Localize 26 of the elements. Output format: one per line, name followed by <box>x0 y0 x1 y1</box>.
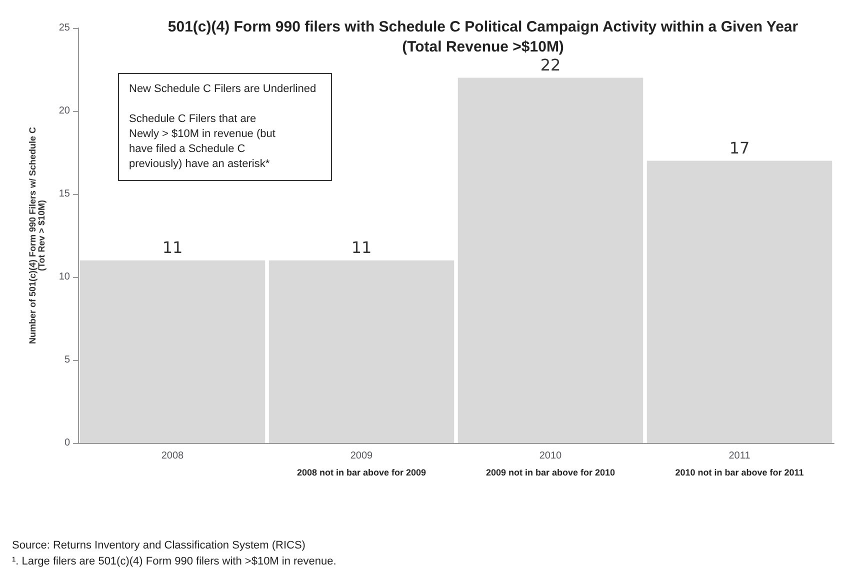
chart-title: 501(c)(4) Form 990 filers with Schedule C Political Campaign Activity within a Given Year (Total Revenue >$10M) <box>168 18 798 56</box>
text: 2008 not in bar above for 2009 <box>296 468 426 478</box>
x-tick-label: 2008 <box>161 450 184 462</box>
x-tick-label: 2010 <box>539 450 562 462</box>
source-note: Source: Returns Inventory and Classification System (RICS) <box>12 540 306 552</box>
bar <box>268 260 454 443</box>
text: ¹. Large filers are 501(c)(4) Form 990 filers with >$10M in revenue. <box>12 556 336 568</box>
y-tick-label: 25 <box>58 22 70 34</box>
y-axis-title: Number of 501(c)(4) Form 990 Filers w/ Schedule C (Tot Rev > $10M) <box>28 126 46 344</box>
text: 2010 not in bar above for 2011 <box>675 468 804 478</box>
x-tick-label: 2011 <box>728 450 751 462</box>
bar <box>646 160 832 443</box>
note-box: New Schedule C Filers are Underlined Schedule C Filers that are Newly > $10M in revenue (but have filed a Schedule C previously) have an asterisk* <box>118 73 332 181</box>
y-tick-label: 10 <box>58 272 70 282</box>
y-tick-label: 20 <box>58 106 70 116</box>
y-tick-label: 0 <box>64 438 70 448</box>
y-tick-label: 15 <box>58 188 70 200</box>
bar <box>80 260 266 443</box>
x-tick-label: 2009 <box>350 450 374 462</box>
data-label: 11 <box>162 238 183 257</box>
bar <box>458 78 644 443</box>
text: 2009 not in bar above for 2010 <box>486 468 616 478</box>
data-label: 17 <box>729 138 750 158</box>
data-label: 11 <box>351 238 372 257</box>
data-label: 22 <box>540 55 561 74</box>
y-tick-label: 5 <box>64 354 70 366</box>
